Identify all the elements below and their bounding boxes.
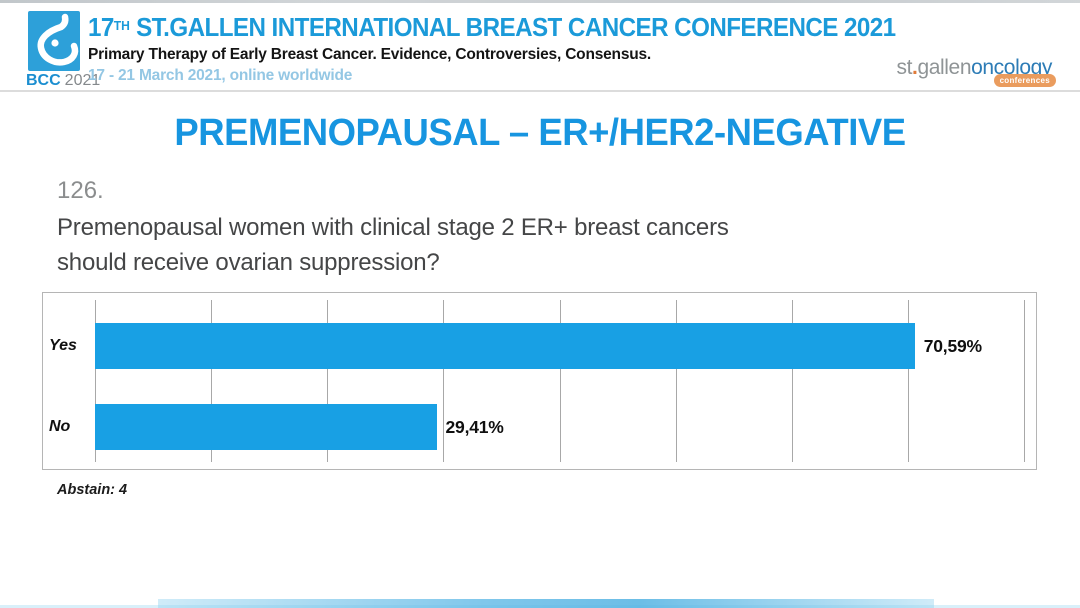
category-label: No [49,418,71,435]
gridline [211,300,213,462]
bcc-logo-caption: BCC 2021 [26,72,100,90]
conference-title-text: ST.GALLEN INTERNATIONAL BREAST CANCER CO… [129,12,896,42]
org-logo-st: st [896,56,913,79]
conference-title-ordinal: TH [113,18,130,33]
question-number: 126. [57,177,104,204]
org-logo-oncology: oncology [971,56,1052,79]
category-label: Yes [49,337,77,354]
droplet-icon [37,13,79,66]
gridline [675,300,677,462]
bar [95,323,915,369]
poll-chart-panel: Yes 70,59% No 29,41% [42,292,1037,470]
org-logo-dot: . [912,56,918,79]
gridline [559,300,561,462]
header-divider [0,90,1080,92]
bcc-text: BCC [26,72,61,89]
gridline [907,300,909,462]
conference-title-number: 17 [88,12,114,42]
abstain-note: Abstain: 4 [57,482,128,498]
bar [95,404,437,450]
slide-title: PREMENOPAUSAL – ER+/HER2-NEGATIVE [174,112,906,154]
value-label: 29,41% [445,416,504,437]
conference-title: 17TH ST.GALLEN INTERNATIONAL BREAST CANC… [88,12,896,43]
gridline [1024,300,1025,462]
question-text-line1: Premenopausal women with clinical stage … [57,214,729,241]
bar-row: Yes 70,59% [49,323,1024,369]
bcc-year: 2021 [64,72,101,89]
gridline [327,300,329,462]
gridline [443,300,445,462]
question-text-line2: should receive ovarian suppression? [57,249,440,276]
value-label: 70,59% [923,335,982,356]
conference-dates: 17 - 21 March 2021, online worldwide [88,67,353,84]
org-logo-gallen: gallen [917,56,972,79]
stgallen-oncology-logo: st.gallenoncology conferences [896,56,1056,87]
bar-row: No 29,41% [49,404,1024,450]
org-logo-conferences-badge: conferences [993,74,1056,87]
chart-plot: Yes 70,59% No 29,41% [49,300,1025,462]
gridline [95,300,96,462]
top-edge-strip [0,0,1080,3]
gridline [791,300,793,462]
bcc-logo [28,11,80,71]
conference-subtitle: Primary Therapy of Early Breast Cancer. … [88,46,652,63]
bottom-blue-bar [158,599,934,608]
